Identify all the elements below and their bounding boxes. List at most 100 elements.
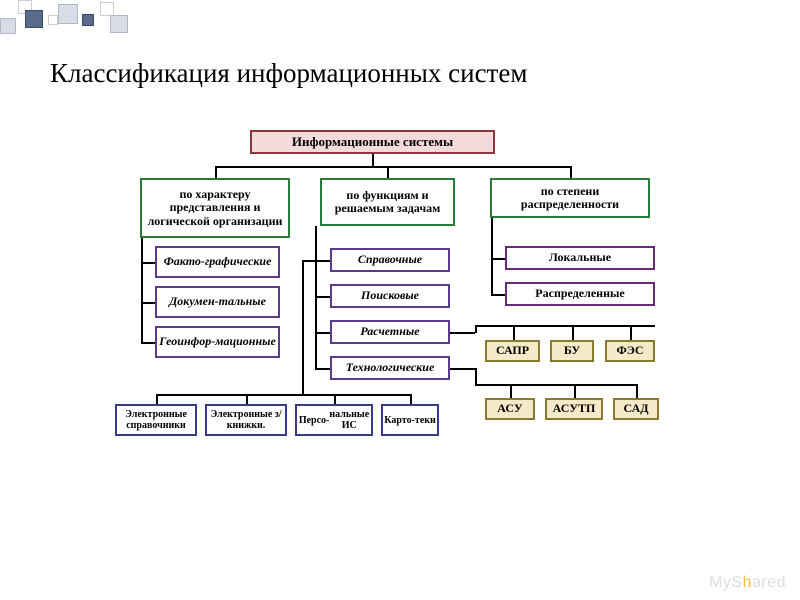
connector-line xyxy=(491,294,505,296)
node-c3s2: Распределенные xyxy=(505,282,655,306)
slide-decoration xyxy=(0,0,800,40)
node-c2s3: Расчетные xyxy=(330,320,450,344)
node-label-line: по характеру представления и логической … xyxy=(144,188,286,228)
node-label-line: графические xyxy=(205,255,272,268)
watermark: MyShared xyxy=(709,574,786,592)
connector-line xyxy=(302,260,304,394)
node-r5: АСУТП xyxy=(545,398,603,420)
connector-line xyxy=(334,394,336,404)
node-label-line: АСУ xyxy=(497,402,522,415)
node-c1s3: Геоинфор-мационные xyxy=(155,326,280,358)
connector-line xyxy=(636,384,638,398)
node-label-line: Поисковые xyxy=(361,289,419,302)
node-label-line: Факто- xyxy=(164,255,205,268)
node-label-line: САД xyxy=(624,402,649,415)
node-label-line: Электронные справочники xyxy=(119,409,193,431)
connector-line xyxy=(410,394,412,404)
connector-line xyxy=(141,262,155,264)
node-label-line: Информационные системы xyxy=(292,135,453,149)
deco-square xyxy=(82,14,94,26)
connector-line xyxy=(491,218,493,296)
connector-line xyxy=(156,394,410,396)
node-c3s1: Локальные xyxy=(505,246,655,270)
node-label-line: АСУТП xyxy=(553,402,596,415)
node-cat1: по характеру представления и логической … xyxy=(140,178,290,238)
connector-line xyxy=(450,332,475,334)
node-label-line: Карто- xyxy=(384,415,415,426)
node-b4: Карто-теки xyxy=(381,404,439,436)
deco-square xyxy=(110,15,128,33)
node-label-line: по степени распределенности xyxy=(494,185,646,211)
node-c2s1: Справочные xyxy=(330,248,450,272)
connector-line xyxy=(302,260,315,262)
deco-square xyxy=(25,10,43,28)
connector-line xyxy=(572,325,574,340)
watermark-accent: h xyxy=(743,574,752,591)
connector-line xyxy=(475,325,655,327)
connector-line xyxy=(570,166,572,178)
connector-line xyxy=(574,384,576,398)
node-b2: Электронные з/книжки. xyxy=(205,404,287,436)
node-label-line: теки xyxy=(415,415,436,426)
node-b1: Электронные справочники xyxy=(115,404,197,436)
node-root: Информационные системы xyxy=(250,130,495,154)
node-cat3: по степени распределенности xyxy=(490,178,650,218)
node-label-line: Электронные з/книжки. xyxy=(209,409,283,431)
node-b3: Персо-нальные ИС xyxy=(295,404,373,436)
connector-line xyxy=(372,154,374,166)
hierarchy-diagram: Информационные системы по характеру предс… xyxy=(115,130,700,530)
connector-line xyxy=(315,296,330,298)
connector-line xyxy=(315,260,330,262)
connector-line xyxy=(215,166,217,178)
node-label-line: САПР xyxy=(496,344,529,357)
connector-line xyxy=(141,342,155,344)
watermark-pre: MyS xyxy=(709,574,743,591)
connector-line xyxy=(315,226,317,369)
node-r6: САД xyxy=(613,398,659,420)
connector-line xyxy=(491,258,505,260)
deco-square xyxy=(48,15,58,25)
connector-line xyxy=(141,238,143,344)
node-r2: БУ xyxy=(550,340,594,362)
watermark-post: ared xyxy=(752,574,786,591)
node-c2s2: Поисковые xyxy=(330,284,450,308)
connector-line xyxy=(315,332,330,334)
node-cat2: по функциям и решаемым задачам xyxy=(320,178,455,226)
node-c2s4: Технологические xyxy=(330,356,450,380)
node-label-line: Расчетные xyxy=(360,325,419,338)
connector-line xyxy=(215,166,570,168)
node-label-line: Геоинфор- xyxy=(159,335,215,348)
node-label-line: БУ xyxy=(564,344,580,357)
connector-line xyxy=(246,394,248,404)
node-label-line: мационные xyxy=(215,335,276,348)
node-c1s1: Факто-графические xyxy=(155,246,280,278)
node-c1s2: Докумен-тальные xyxy=(155,286,280,318)
node-label-line: Докумен- xyxy=(169,295,219,308)
deco-square xyxy=(0,18,16,34)
connector-line xyxy=(450,368,475,370)
deco-square xyxy=(100,2,114,16)
connector-line xyxy=(513,325,515,340)
slide-title: Классификация информационных систем xyxy=(50,58,527,89)
connector-line xyxy=(475,384,636,386)
node-r1: САПР xyxy=(485,340,540,362)
connector-line xyxy=(156,394,158,404)
node-r4: АСУ xyxy=(485,398,535,420)
node-label-line: тальные xyxy=(219,295,266,308)
node-label-line: Локальные xyxy=(549,251,611,264)
connector-line xyxy=(510,384,512,398)
node-label-line: ФЭС xyxy=(616,344,643,357)
node-r3: ФЭС xyxy=(605,340,655,362)
deco-square xyxy=(58,4,78,24)
connector-line xyxy=(315,368,330,370)
connector-line xyxy=(475,368,477,384)
node-label-line: нальные ИС xyxy=(329,409,369,431)
node-label-line: Технологические xyxy=(346,361,435,374)
connector-line xyxy=(630,325,632,340)
node-label-line: Персо- xyxy=(299,415,330,426)
node-label-line: по функциям и решаемым задачам xyxy=(324,189,451,215)
connector-line xyxy=(141,302,155,304)
node-label-line: Распределенные xyxy=(535,287,624,300)
node-label-line: Справочные xyxy=(358,253,422,266)
connector-line xyxy=(387,166,389,178)
